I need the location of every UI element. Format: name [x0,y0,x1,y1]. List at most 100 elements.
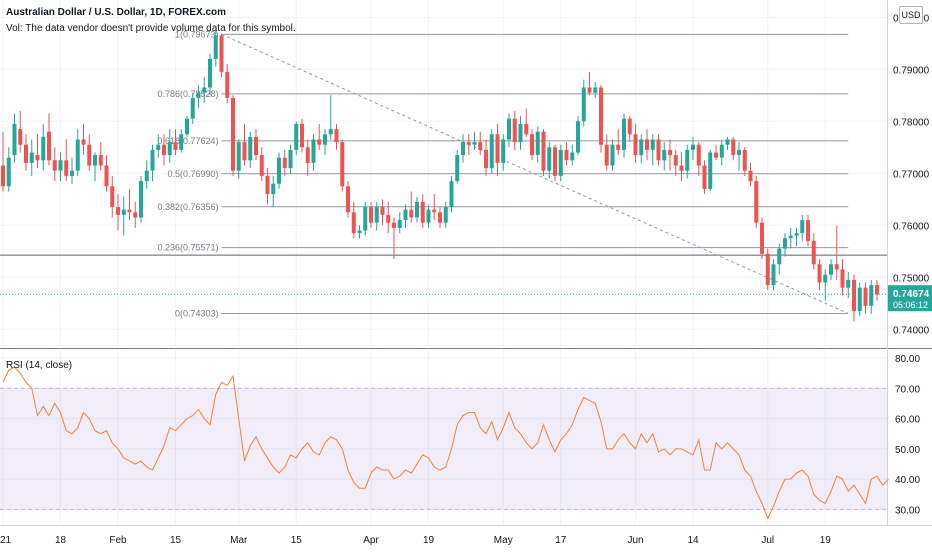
candle-body [530,134,534,156]
time-tick-label: 17 [555,535,567,546]
candle-body [863,287,868,306]
candle-body [875,285,879,295]
rsi-axis[interactable]: 80.00 70.00 60.00 50.00 40.00 30.00 [895,354,920,516]
candle-body [668,149,672,156]
fibonacci-retracement[interactable]: 1(0.79673) 0.786(0.78528) 0.618(0.77624) 0.… [0,29,887,319]
candle-body [627,118,632,135]
candle-body [162,144,166,156]
fib-level-label: 0.618(0.77624) [157,136,218,146]
candle-body [691,144,695,150]
candle-body [771,264,776,286]
candle-body [225,71,230,98]
candle-body [35,155,40,161]
candle-body [190,97,195,119]
candle-body [685,149,690,171]
candle-body [133,212,138,218]
candle-body [259,155,264,176]
time-tick-label: 15 [170,535,182,546]
candle-body [328,129,333,135]
candle-body [650,139,655,150]
candle-body [213,35,218,59]
price-tick-label: 0.78000 [893,117,930,128]
candle-body [29,152,34,163]
candle-body [110,186,115,208]
currency-button[interactable]: USD [899,6,923,24]
candle-body [75,139,80,171]
time-axis[interactable]: 21 18 Feb 15 Mar 15 Apr 19 May 17 Jun 14 Jul 19 [0,535,831,546]
candle-body [794,233,799,236]
candle-body [386,214,391,223]
candle-body [70,170,74,176]
price-tick-label: 0.74000 [893,325,930,336]
candle-body [167,142,172,156]
candle-body [466,142,471,145]
candle-body [823,274,828,283]
price-tick-label: 0.79000 [893,65,930,76]
candle-body [599,87,603,145]
candle-body [52,160,57,171]
candle-body [403,209,408,221]
candle-body [788,235,793,239]
candle-body [282,157,287,169]
candle-body [507,118,511,140]
time-tick-label: 15 [291,535,303,546]
candle-body [570,152,575,161]
rsi-tick-label: 60.00 [895,415,920,426]
candle-body [696,144,701,166]
candle-body [346,186,350,213]
candle-body [277,157,281,184]
candle-body [714,152,718,158]
time-tick-label: 19 [423,535,435,546]
candle-body [1,165,5,187]
rsi-line [2,366,889,520]
candle-body [127,209,132,213]
candle-body [438,212,442,223]
candle-body [501,139,506,163]
candle-body [202,87,207,93]
candle-body [87,144,92,166]
candle-body [248,136,253,161]
candle-body [415,201,419,218]
candle-body [656,139,661,161]
candle-body [47,131,51,161]
candle-body [547,147,552,171]
candle-body [484,149,488,169]
candle-body [783,238,787,249]
last-price-countdown: 05:06:12 [893,300,928,310]
chart-title: Australian Dollar / U.S. Dollar, 1D, FOR… [6,7,227,18]
candle-body [576,121,580,153]
candle-body [679,165,684,171]
candle-body [208,58,212,88]
time-tick-label: 18 [55,535,67,546]
time-tick-label: Jul [761,535,774,546]
candle-body [357,230,362,234]
candle-body [581,87,586,122]
candle-body [426,209,431,223]
price-tick-label: 0.75000 [893,273,930,284]
time-tick-label: Apr [363,535,379,546]
candle-body [254,136,258,156]
fib-level-label: 0.786(0.78528) [157,89,218,99]
rsi-tick-label: 30.00 [895,505,920,516]
time-tick-label: 14 [687,535,699,546]
candle-body [156,144,161,150]
candle-body [702,165,707,189]
rsi-tick-label: 50.00 [895,445,920,456]
candle-body [179,134,184,150]
candle-body [524,123,529,135]
candle-body [18,129,23,145]
candlestick-series [1,30,879,322]
candle-body [869,285,874,306]
candle-body [535,131,540,156]
candle-body [495,134,500,163]
candle-body [185,118,189,135]
candle-body [242,142,247,161]
candle-body [604,144,609,166]
candle-body [857,287,862,312]
candle-body [512,118,517,143]
candle-body [719,144,724,158]
candle-body [121,209,126,215]
candle-body [742,149,747,171]
